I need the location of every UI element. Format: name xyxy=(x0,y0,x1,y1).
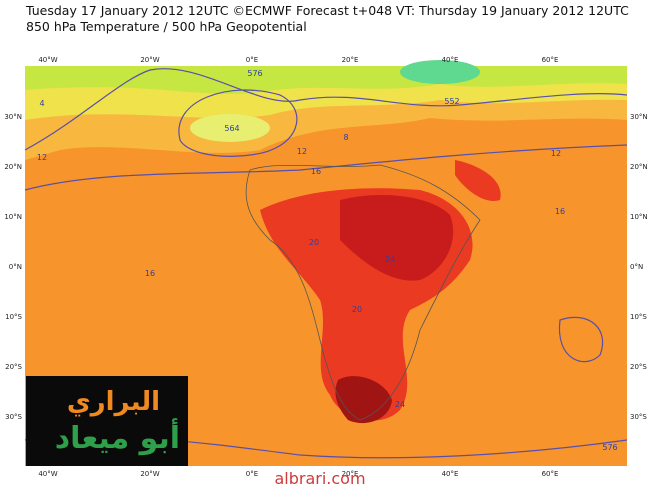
contour-label: 576 xyxy=(602,443,617,452)
contour-line xyxy=(24,68,628,151)
title-line-1: Tuesday 17 January 2012 12UTC ©ECMWF For… xyxy=(25,3,629,18)
cold-spot xyxy=(400,60,480,84)
lat-label: 0°N xyxy=(9,263,22,271)
lon-label: 40°E xyxy=(442,470,459,478)
lat-label: 10°N xyxy=(4,213,22,221)
contour-label: 12 xyxy=(551,149,561,158)
contour-label: 16 xyxy=(555,207,565,216)
very-hot-region xyxy=(340,195,454,281)
contour-label: 12 xyxy=(37,153,47,162)
lon-label: 20°W xyxy=(140,56,159,64)
contour-line xyxy=(178,89,298,157)
contour-label: 20 xyxy=(352,305,362,314)
lat-label: 30°S xyxy=(630,413,647,421)
lat-label: 30°N xyxy=(4,113,22,121)
lat-label: 20°S xyxy=(630,363,647,371)
contour-line xyxy=(558,316,604,363)
lat-label: 20°S xyxy=(5,363,22,371)
lat-label: 20°N xyxy=(630,163,648,171)
contour-label: 8 xyxy=(343,133,348,142)
labels: 40°W 40°W 20°W 20°W 0°E 0°E 20°E 20°E 40°E 40°E 60… xyxy=(4,56,647,478)
very-hot-region xyxy=(335,376,392,424)
lon-label: 40°W xyxy=(38,56,57,64)
title-line-2: 850 hPa Temperature / 500 hPa Geopotenti… xyxy=(26,19,307,34)
contour-label: 576 xyxy=(247,69,262,78)
contour-label: 552 xyxy=(444,97,459,106)
lon-label: 40°E xyxy=(442,56,459,64)
footer: albrari.com xyxy=(274,469,365,488)
hot-region xyxy=(455,160,501,201)
lon-label: 20°E xyxy=(342,470,359,478)
coastline xyxy=(245,164,481,421)
lat-label: 10°S xyxy=(630,313,647,321)
lon-label: 0°E xyxy=(246,470,258,478)
lon-label: 60°E xyxy=(542,56,559,64)
lon-label: 20°W xyxy=(140,470,159,478)
lon-label: 40°W xyxy=(38,470,57,478)
contour-label: 20 xyxy=(309,238,319,247)
cool-spot xyxy=(190,114,270,142)
lat-label: 20°N xyxy=(4,163,22,171)
contour-label: 24 xyxy=(395,400,405,409)
logo-box xyxy=(26,376,188,466)
logo-line-1: البراري xyxy=(67,387,160,417)
lon-label: 60°E xyxy=(542,470,559,478)
contour-line xyxy=(24,144,628,191)
contour-label: 16 xyxy=(311,167,321,176)
lat-label: 30°S xyxy=(5,413,22,421)
contour-label: 564 xyxy=(224,124,239,133)
contour-label: 16 xyxy=(145,269,155,278)
contour-label: 24 xyxy=(385,255,395,264)
contour-label: 4 xyxy=(39,99,44,108)
logo-line-2: أبو ميعاد xyxy=(55,418,180,456)
lon-label: 0°E xyxy=(246,56,258,64)
logo: البراري أبو ميعاد xyxy=(26,376,188,466)
lat-label: 10°S xyxy=(5,313,22,321)
contour-label: 12 xyxy=(297,147,307,156)
lat-label: 10°N xyxy=(630,213,648,221)
lon-label: 20°E xyxy=(342,56,359,64)
lat-label: 30°N xyxy=(630,113,648,121)
lat-label: 0°N xyxy=(630,263,643,271)
